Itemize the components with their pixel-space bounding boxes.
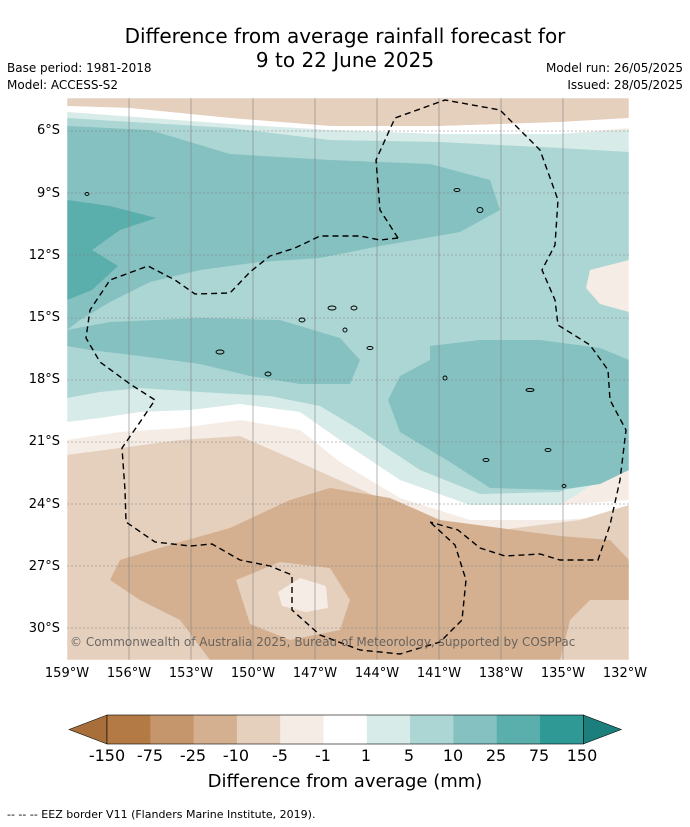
colorbar-extend-high (582, 714, 623, 745)
eez-borders (85, 99, 627, 655)
rainfall-map (66, 97, 630, 661)
colorbar-tick-label: 25 (485, 746, 507, 765)
lon-label-153w: 153°W (168, 666, 214, 681)
colorbar-tick-label: 150 (566, 746, 598, 765)
lat-label-12s: 12°S (28, 248, 60, 263)
colorbar-swatch (107, 715, 151, 744)
lat-label-18s: 18°S (28, 372, 60, 387)
lon-label-141w: 141°W (416, 666, 462, 681)
lat-label-6s: 6°S (36, 123, 60, 138)
colorbar-tick-label: -25 (179, 746, 207, 765)
colorbar-title: Difference from average (mm) (207, 771, 483, 792)
colorbar-outline (106, 714, 584, 745)
colorbar-swatch (323, 715, 368, 744)
lon-label-147w: 147°W (292, 666, 338, 681)
colorbar-tick-label: -1 (315, 746, 331, 765)
eez-border-north (375, 99, 627, 561)
field-east-patch (586, 260, 629, 312)
lon-label-132w: 132°W (602, 666, 648, 681)
lat-label-30s: 30°S (28, 621, 60, 636)
colorbar-tick-label: -10 (222, 746, 250, 765)
field-wet-25-b (67, 318, 360, 384)
lat-label-21s: 21°S (28, 434, 60, 449)
base-period: Base period: 1981-2018 (7, 61, 152, 75)
field-south-patch (278, 578, 328, 612)
lon-label-138w: 138°W (478, 666, 524, 681)
colorbar-tick-label: 10 (442, 746, 464, 765)
colorbar-extend-low (68, 714, 108, 745)
islands (84, 188, 567, 488)
colorbar-tick-label: 1 (360, 746, 372, 765)
map-frame (66, 97, 630, 661)
copyright-notice: © Commonwealth of Australia 2025, Bureau… (70, 635, 576, 649)
field-wet-75 (67, 200, 156, 300)
eez-legend: -- -- -- EEZ border V11 (Flanders Marine… (7, 808, 316, 821)
field-south-white (67, 404, 629, 520)
colorbar-swatch (150, 715, 195, 744)
colorbar-swatch (236, 715, 281, 744)
model-run: Model run: 26/05/2025 (545, 61, 683, 75)
field-south-dry-25 (110, 488, 629, 660)
colorbar-tick-label: -150 (88, 746, 126, 765)
colorbar-swatch (280, 715, 324, 744)
colorbar-tick-label: 75 (528, 746, 550, 765)
lat-label-9s: 9°S (36, 186, 60, 201)
colorbar-swatch (193, 715, 238, 744)
meta-left: Base period: 1981-2018 Model: ACCESS-S2 (7, 60, 152, 94)
model-name: Model: ACCESS-S2 (7, 78, 119, 92)
colorbar-swatch (453, 715, 498, 744)
issued-date: Issued: 28/05/2025 (567, 78, 683, 92)
colorbar-swatch (366, 715, 411, 744)
field-top-dry (67, 98, 629, 126)
lon-label-144w: 144°W (354, 666, 400, 681)
colorbar-tick-label: -75 (136, 746, 164, 765)
colorbar-swatches (68, 714, 623, 745)
graticule (67, 98, 629, 660)
colorbar-swatch (410, 715, 454, 744)
lon-label-156w: 156°W (106, 666, 152, 681)
lon-label-150w: 150°W (230, 666, 276, 681)
field-wet-25-c (388, 340, 629, 490)
lat-label-27s: 27°S (28, 559, 60, 574)
lat-label-24s: 24°S (28, 497, 60, 512)
lon-label-159w: 159°W (44, 666, 90, 681)
map-title: Difference from average rainfall forecas… (0, 24, 690, 72)
lon-label-135w: 135°W (540, 666, 586, 681)
colorbar-swatch (496, 715, 541, 744)
title-line-2: 9 to 22 June 2025 (255, 48, 435, 72)
lat-label-15s: 15°S (28, 310, 60, 325)
field-wet-25 (67, 126, 500, 330)
field-top-white (67, 106, 629, 134)
map-fields (67, 98, 629, 660)
colorbar-tick-label: -5 (272, 746, 288, 765)
eez-border-west (85, 235, 467, 655)
colorbar-swatch (540, 715, 584, 744)
title-line-1: Difference from average rainfall forecas… (124, 24, 566, 48)
meta-right: Model run: 26/05/2025 Issued: 28/05/2025 (546, 60, 683, 94)
colorbar-tick-label: 5 (403, 746, 415, 765)
